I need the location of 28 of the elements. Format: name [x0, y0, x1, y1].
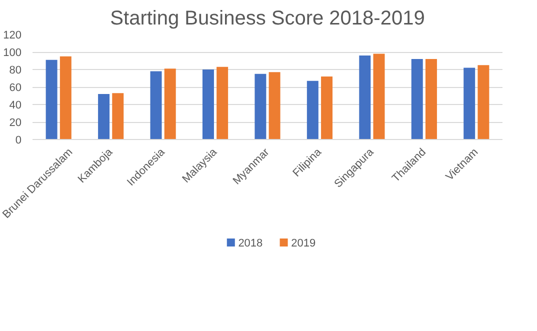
bar [202, 70, 214, 140]
y-tick-label: 0 [15, 134, 22, 146]
bar [464, 68, 476, 140]
bar [306, 80, 318, 140]
y-tick-label: 100 [3, 47, 22, 59]
y-tick-label: 120 [3, 30, 22, 42]
bar [373, 54, 385, 140]
bar [112, 93, 124, 140]
bar [411, 59, 423, 140]
bar [478, 65, 490, 140]
bar [425, 59, 437, 140]
y-tick-label: 20 [9, 117, 22, 129]
y-tick-label: 80 [9, 64, 22, 76]
legend-label: 2019 [291, 238, 316, 250]
bar [150, 71, 162, 140]
y-tick-label: 60 [9, 82, 22, 94]
bar [254, 74, 266, 140]
bar [164, 68, 176, 140]
bar [46, 60, 58, 140]
bar [359, 56, 371, 140]
y-tick-label: 40 [9, 100, 22, 112]
chart-title: Starting Business Score 2018-2019 [110, 8, 425, 30]
bar [321, 76, 333, 140]
bar [60, 56, 72, 140]
bar [98, 94, 110, 140]
bar [268, 72, 280, 140]
legend-label: 2018 [238, 238, 263, 250]
bar [216, 66, 228, 140]
